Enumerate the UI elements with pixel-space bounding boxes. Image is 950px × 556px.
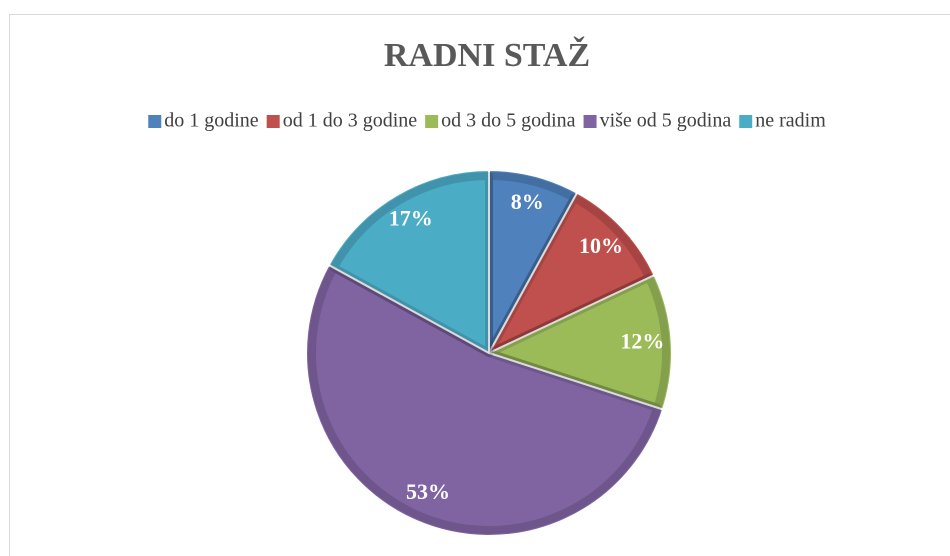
legend-label: više od 5 godina	[600, 110, 732, 132]
pie-slice	[327, 169, 490, 354]
slice-bevel	[485, 193, 654, 357]
legend-item: ne radim	[739, 110, 826, 132]
legend-swatch	[739, 115, 753, 128]
chart-title: RADNI STAŽ	[384, 36, 590, 74]
value-label: 53%	[406, 479, 450, 504]
legend-item: do 1 godine	[148, 110, 259, 132]
pie-slice	[488, 169, 579, 354]
legend-label: od 1 do 3 godine	[283, 110, 418, 132]
value-label: 10%	[579, 233, 623, 258]
legend-label: od 3 do 5 godina	[441, 110, 576, 132]
value-label: 17%	[389, 206, 433, 231]
pie-slice	[305, 263, 665, 537]
pie: 8% 10% 12% 53% 17%	[305, 169, 673, 537]
legend-swatch	[425, 115, 439, 128]
legend-swatch	[583, 115, 597, 128]
legend-item: od 3 do 5 godina	[425, 110, 576, 132]
slice-bevel	[308, 263, 662, 534]
legend-swatch	[266, 115, 280, 128]
legend-label: ne radim	[755, 110, 826, 132]
slice-bevel	[329, 172, 493, 357]
slice-bevel	[485, 172, 579, 357]
value-label: 8%	[511, 189, 544, 214]
legend-item: više od 5 godina	[583, 110, 732, 132]
slice-bevel	[485, 273, 670, 412]
legend-item: od 1 do 3 godine	[266, 110, 418, 132]
pie-slice	[488, 274, 673, 411]
value-label: 12%	[620, 328, 664, 353]
legend-label: do 1 godine	[164, 110, 259, 132]
legend: do 1 godine od 1 do 3 godine od 3 do 5 god…	[148, 110, 826, 132]
pie-slice	[488, 191, 656, 354]
legend-swatch	[148, 115, 162, 128]
